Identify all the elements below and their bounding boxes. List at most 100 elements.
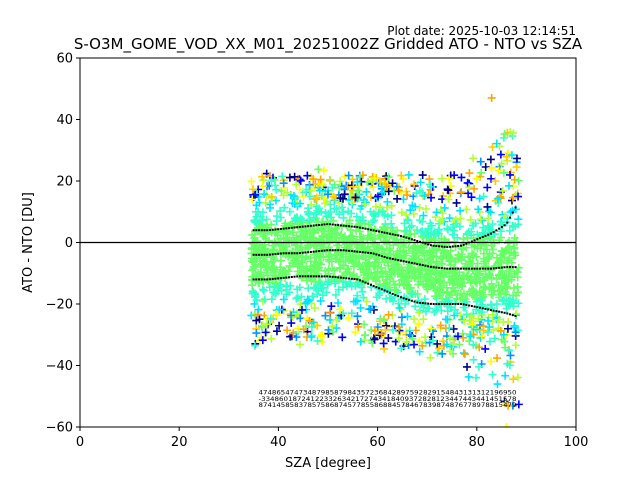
series-marker: [462, 243, 465, 246]
series-marker: [326, 275, 329, 278]
series-mean-std: [252, 206, 517, 249]
data-point: [440, 203, 449, 212]
series-marker: [342, 249, 345, 252]
series-marker: [260, 253, 263, 256]
series-marker: [320, 275, 323, 278]
data-point: [499, 330, 508, 339]
data-point: [302, 229, 311, 238]
data-point: [394, 299, 403, 308]
data-point: [276, 280, 285, 289]
data-point: [433, 339, 442, 348]
data-point: [321, 199, 330, 208]
data-point: [354, 322, 363, 331]
data-point: [249, 262, 258, 271]
series-marker: [274, 277, 277, 280]
data-point: [250, 216, 259, 225]
data-point: [349, 182, 358, 191]
data-point: [331, 279, 340, 288]
data-point: [474, 362, 483, 371]
data-point: [324, 233, 333, 242]
data-point: [506, 170, 515, 179]
series-marker: [457, 303, 460, 305]
data-point: [387, 219, 396, 228]
data-point: [479, 326, 488, 335]
data-point: [369, 183, 378, 192]
data-point: [307, 323, 316, 332]
data-point: [319, 253, 328, 262]
series-marker: [380, 288, 383, 291]
data-point: [483, 183, 492, 192]
series-marker: [435, 245, 438, 248]
data-point: [397, 171, 406, 180]
data-point: [280, 266, 289, 275]
data-point: [448, 230, 457, 239]
data-point: [295, 185, 304, 194]
data-point: [258, 285, 267, 294]
series-marker: [361, 280, 364, 283]
data-point: [313, 321, 322, 330]
series-marker: [394, 293, 397, 296]
series-marker: [285, 276, 288, 279]
series-marker: [252, 253, 255, 256]
data-point: [426, 278, 435, 287]
data-point: [376, 233, 385, 242]
series-marker: [432, 303, 435, 305]
series-marker: [328, 275, 331, 278]
data-point: [270, 256, 279, 265]
data-point: [418, 171, 427, 180]
data-point: [260, 190, 269, 199]
data-point: [486, 337, 495, 346]
data-point: [282, 282, 291, 291]
data-point: [396, 305, 405, 314]
data-point: [273, 212, 282, 221]
data-point: [512, 163, 521, 172]
series-marker: [263, 229, 266, 232]
data-point: [510, 269, 519, 278]
series-marker: [427, 302, 430, 305]
data-point: [289, 329, 298, 338]
data-point: [332, 251, 341, 260]
data-point: [259, 277, 268, 286]
data-point: [258, 245, 267, 254]
data-point: [431, 292, 440, 301]
statistics-series: [252, 206, 517, 317]
data-point: [327, 302, 336, 311]
data-point: [357, 244, 366, 253]
series-marker: [285, 227, 288, 230]
data-point: [470, 184, 479, 193]
bin-annotation-row: -334860187241223326342172743418409372828…: [259, 396, 517, 403]
series-marker: [334, 223, 337, 226]
series-marker: [268, 253, 271, 256]
data-point: [318, 239, 327, 248]
data-point: [324, 245, 333, 254]
data-point: [402, 210, 411, 219]
data-point: [351, 327, 360, 336]
data-point: [256, 224, 265, 233]
series-marker: [348, 225, 351, 228]
series-marker: [489, 267, 492, 270]
series-marker: [375, 253, 378, 256]
data-point: [450, 171, 459, 180]
data-point: [347, 209, 356, 218]
series-marker: [470, 305, 473, 308]
data-point: [324, 209, 333, 218]
data-point: [349, 259, 358, 268]
data-point: [393, 263, 402, 272]
data-point: [402, 338, 411, 347]
data-point: [452, 219, 461, 228]
data-point: [464, 189, 473, 198]
series-marker: [304, 251, 307, 254]
data-point: [449, 324, 458, 333]
data-point: [488, 143, 497, 152]
data-point: [510, 175, 519, 184]
series-marker: [394, 233, 397, 236]
data-point: [294, 222, 303, 231]
data-point: [383, 197, 392, 206]
series-marker: [495, 229, 498, 232]
series-marker: [446, 267, 449, 270]
data-point: [318, 291, 327, 300]
data-point: [316, 332, 325, 341]
series-marker: [514, 266, 517, 269]
data-point: [445, 347, 454, 356]
data-point: [471, 219, 480, 228]
